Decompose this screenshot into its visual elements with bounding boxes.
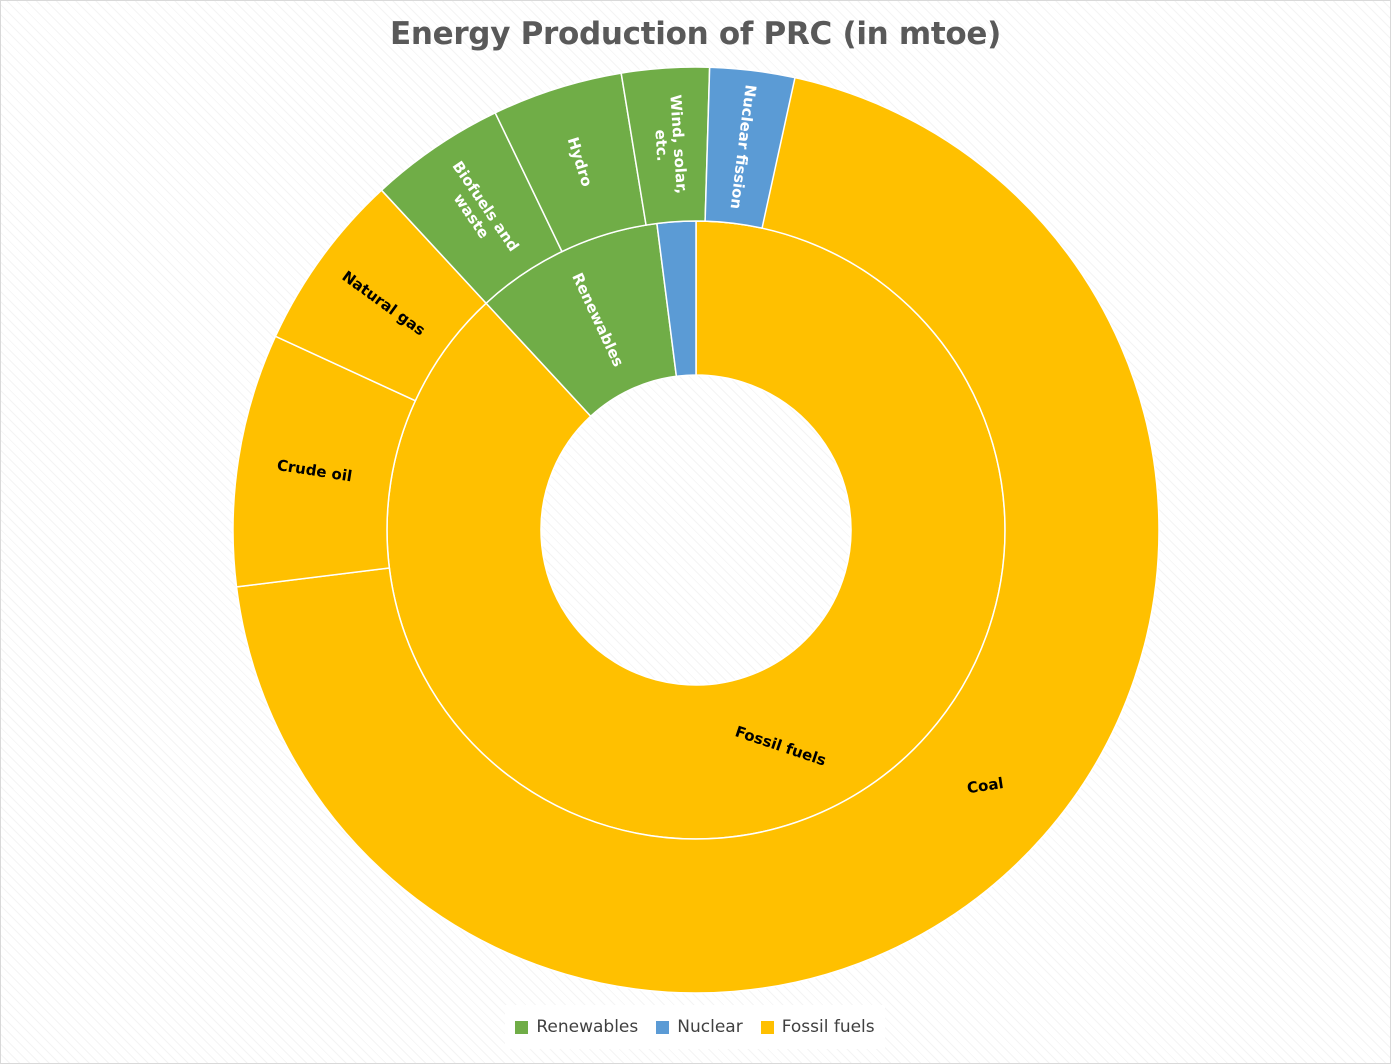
outer-ring bbox=[232, 66, 1160, 994]
label-coal: Coal bbox=[966, 774, 1005, 797]
legend-item-fossil-fuels[interactable]: Fossil fuels bbox=[760, 1017, 875, 1037]
legend-label-renewables: Renewables bbox=[536, 1017, 639, 1037]
legend-label-fossil-fuels: Fossil fuels bbox=[781, 1017, 875, 1037]
segment-nuclear-fission[interactable] bbox=[704, 66, 796, 230]
legend-item-nuclear[interactable]: Nuclear bbox=[656, 1017, 743, 1037]
legend-item-renewables[interactable]: Renewables bbox=[515, 1017, 638, 1037]
legend-swatch-nuclear bbox=[656, 1020, 670, 1034]
chart-title: Energy Production of PRC (in mtoe) bbox=[389, 16, 1002, 52]
segment-coal[interactable] bbox=[235, 66, 1160, 994]
legend-swatch-renewables bbox=[515, 1020, 529, 1034]
legend-label-nuclear: Nuclear bbox=[677, 1017, 743, 1037]
legend: Renewables Nuclear Fossil fuels bbox=[505, 1005, 885, 1049]
legend-swatch-fossil-fuels bbox=[760, 1020, 774, 1034]
inner-ring bbox=[386, 220, 1006, 840]
